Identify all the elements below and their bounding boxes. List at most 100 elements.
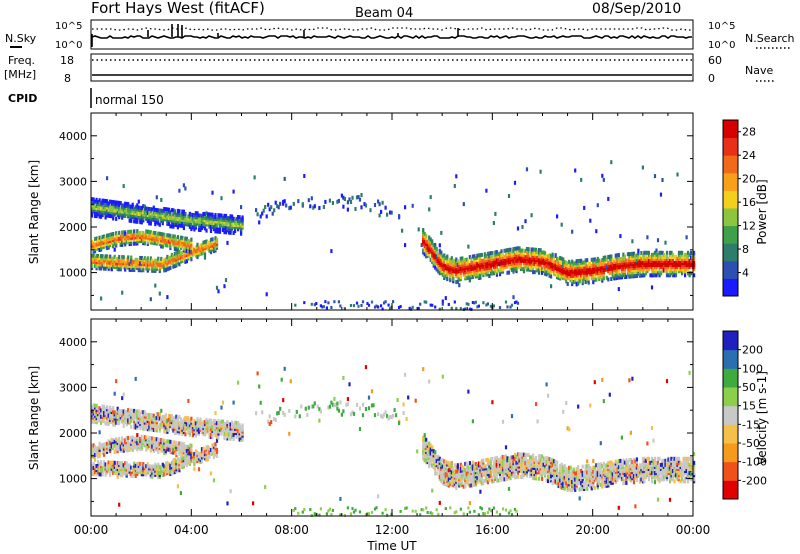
range-gate-cell — [143, 256, 146, 261]
range-gate-cell — [529, 265, 532, 270]
range-gate-cell — [203, 450, 207, 455]
range-gate-cell — [130, 229, 133, 234]
range-gate-cell — [661, 259, 664, 263]
range-gate-cell — [443, 255, 446, 260]
range-gate-cell — [194, 215, 197, 220]
range-gate-cell — [616, 263, 619, 268]
range-gate-cell — [101, 466, 104, 471]
range-gate-cell — [110, 264, 113, 269]
range-gate-cell — [152, 428, 155, 432]
range-gate-cell — [170, 422, 173, 427]
range-gate-cell — [640, 251, 643, 255]
range-gate-cell — [157, 235, 160, 240]
range-gate-cell — [652, 259, 655, 263]
range-gate-cell — [130, 261, 133, 266]
range-gate-cell — [137, 233, 140, 238]
range-gate-cell — [154, 266, 157, 271]
range-gate-cell — [136, 229, 139, 234]
range-gate-cell — [161, 438, 164, 443]
range-gate-cell — [295, 409, 298, 414]
range-gate-cell — [103, 266, 106, 271]
range-gate-cell — [428, 239, 431, 244]
range-gate-cell — [671, 271, 675, 276]
range-gate-cell — [190, 245, 193, 250]
range-gate-cell — [486, 251, 489, 256]
range-gate-cell — [465, 261, 468, 266]
range-gate-cell — [465, 270, 468, 274]
range-gate-cell — [128, 410, 131, 415]
range-gate-cell — [682, 269, 685, 274]
range-gate-cell — [169, 224, 172, 229]
range-gate-cell — [283, 176, 286, 181]
range-gate-cell — [106, 415, 109, 420]
range-gate-cell — [486, 270, 489, 275]
range-gate-cell — [127, 208, 130, 213]
range-gate-cell — [458, 273, 461, 278]
range-gate-cell — [498, 262, 502, 267]
range-gate-cell — [113, 263, 116, 267]
range-gate-cell — [193, 462, 196, 467]
range-gate-cell — [125, 208, 128, 213]
range-gate-cell — [622, 252, 625, 257]
range-gate-cell — [175, 431, 178, 436]
range-gate-cell — [453, 265, 456, 270]
range-gate-cell — [592, 265, 595, 270]
range-gate-cell — [485, 188, 488, 193]
range-gate-cell — [470, 307, 473, 311]
range-gate-cell — [193, 223, 196, 228]
range-gate-cell — [398, 306, 401, 309]
range-gate-cell — [104, 450, 107, 455]
range-gate-cell — [211, 420, 214, 425]
range-gate-cell — [670, 263, 673, 268]
range-gate-cell — [289, 205, 292, 210]
range-gate-cell — [671, 252, 675, 257]
range-gate-cell — [458, 265, 461, 270]
range-gate-cell — [693, 273, 696, 278]
range-gate-cell — [122, 423, 125, 428]
range-gate-cell — [112, 410, 115, 415]
range-gate-cell — [107, 211, 110, 216]
range-gate-cell — [665, 259, 669, 263]
range-gate-cell — [205, 451, 208, 456]
range-gate-cell — [97, 238, 100, 243]
range-gate-cell — [154, 220, 157, 225]
range-gate-cell — [158, 441, 161, 446]
range-gate-cell — [172, 464, 175, 469]
range-gate-cell — [473, 256, 476, 261]
range-gate-cell — [492, 267, 495, 272]
range-gate-cell — [172, 240, 175, 245]
range-gate-cell — [109, 443, 112, 447]
range-gate-cell — [211, 190, 214, 195]
range-gate-cell — [103, 406, 106, 411]
range-gate-cell — [161, 221, 164, 226]
range-gate-cell — [140, 234, 143, 239]
range-gate-cell — [620, 273, 623, 278]
range-gate-cell — [175, 247, 178, 252]
range-gate-cell — [410, 307, 413, 311]
range-gate-cell — [176, 250, 179, 255]
range-gate-cell — [112, 418, 115, 423]
range-gate-cell — [136, 219, 139, 224]
range-gate-cell — [169, 261, 172, 266]
range-gate-cell — [182, 254, 185, 259]
range-gate-cell — [229, 489, 232, 494]
range-gate-cell — [622, 269, 625, 274]
range-gate-cell — [422, 450, 425, 455]
range-gate-cell — [134, 213, 137, 218]
range-gate-cell — [231, 428, 234, 433]
range-gate-cell — [176, 464, 179, 469]
range-gate-cell — [676, 267, 679, 272]
range-gate-cell — [229, 230, 232, 235]
range-gate-cell — [360, 304, 363, 307]
range-gate-cell — [103, 415, 106, 420]
range-gate-cell — [535, 254, 538, 258]
range-gate-cell — [626, 272, 629, 277]
range-gate-cell — [194, 425, 197, 430]
range-gate-cell — [137, 413, 140, 418]
range-gate-cell — [91, 415, 94, 420]
range-gate-cell — [470, 273, 473, 278]
range-gate-cell — [194, 429, 197, 434]
range-gate-cell — [510, 261, 514, 266]
range-gate-cell — [693, 261, 696, 265]
range-gate-cell — [428, 451, 431, 456]
